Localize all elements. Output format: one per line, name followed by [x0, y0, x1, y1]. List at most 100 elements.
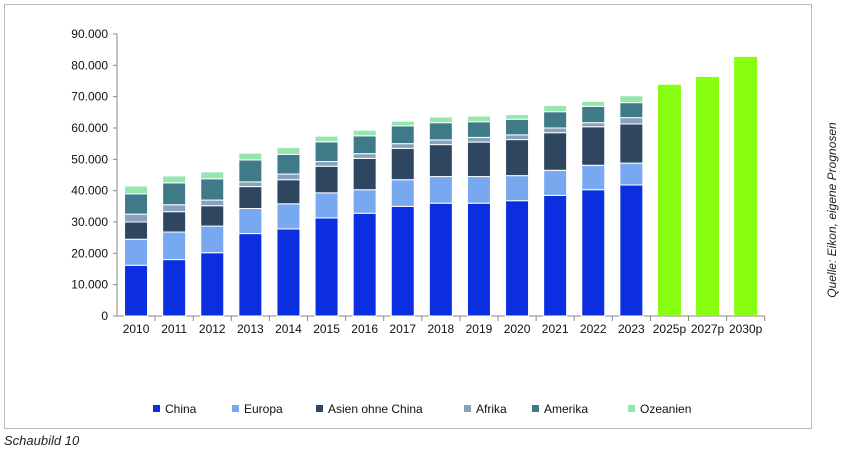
bar-segment-china: [428, 202, 453, 317]
bar-segment-ozeanien: [390, 120, 415, 127]
y-tick-label: 70.000: [71, 90, 108, 104]
x-tick-label: 2012: [199, 322, 226, 336]
bar-segment-europa: [124, 238, 149, 266]
y-tick-label: 80.000: [71, 58, 108, 72]
bar-segment-ozeanien: [581, 100, 606, 107]
bar-segment-amerika: [238, 159, 263, 183]
bar-segment-europa: [200, 225, 225, 254]
bar-segment-europa: [619, 162, 644, 186]
bar-segment-afrika: [162, 204, 187, 213]
legend-swatch: [628, 405, 635, 412]
x-tick-label: 2025p: [653, 322, 687, 336]
source-note: Quelle: Eikon, eigene Prognosen: [825, 122, 839, 298]
bar-segment-ozeanien: [200, 171, 225, 180]
x-tick-label: 2015: [313, 322, 340, 336]
x-tick-label: 2013: [237, 322, 264, 336]
x-tick-label: 2016: [351, 322, 378, 336]
bar-segment-afrika: [276, 173, 301, 181]
bar-segment-afrika: [124, 213, 149, 223]
bar-segment-amerika: [352, 135, 377, 155]
bar-segment-afrika: [238, 181, 263, 188]
legend-label: China: [165, 402, 197, 416]
bar-segment-europa: [238, 208, 263, 235]
bar-segment-europa: [466, 176, 491, 204]
bar-segment-china: [581, 189, 606, 317]
x-tick-label: 2027p: [691, 322, 725, 336]
bar-segment-amerika: [314, 141, 339, 163]
y-tick-label: 50.000: [71, 152, 108, 166]
bar-segment-ozeanien: [238, 152, 263, 161]
x-tick-label: 2022: [580, 322, 607, 336]
x-tick-label: 2018: [427, 322, 454, 336]
bar-segment-europa: [581, 164, 606, 191]
legend-label: Amerika: [544, 402, 588, 416]
bar-segment-afrika: [200, 199, 225, 207]
bar-segment-asien-ohne-china: [314, 165, 339, 194]
bar-segment-asien-ohne-china: [505, 139, 530, 177]
bar-segment-asien-ohne-china: [162, 211, 187, 233]
bar-segment-china: [619, 184, 644, 317]
bar-segment-asien-ohne-china: [466, 141, 491, 178]
bar-segment-ozeanien: [314, 135, 339, 143]
bar-segment-europa: [162, 231, 187, 261]
x-tick-label: 2011: [161, 322, 187, 336]
bar-segment-europa: [428, 176, 453, 204]
y-tick-label: 60.000: [71, 121, 108, 135]
legend-swatch: [464, 405, 471, 412]
bar-segment-china: [124, 264, 149, 317]
y-tick-label: 90.000: [71, 27, 108, 41]
x-tick-label: 2019: [466, 322, 493, 336]
bar-segment-afrika: [352, 153, 377, 159]
bar-segment-china: [162, 259, 187, 317]
bar-segment-europa: [314, 192, 339, 219]
legend-swatch: [532, 405, 539, 412]
y-tick-label: 20.000: [71, 246, 108, 260]
bar-segment-amerika: [581, 105, 606, 124]
x-tick-label: 2030p: [729, 322, 763, 336]
bar-segment-asien-ohne-china: [581, 126, 606, 166]
bar-segment-ozeanien: [619, 95, 644, 104]
bar-segment-europa: [543, 169, 568, 196]
x-tick-label: 2023: [618, 322, 645, 336]
forecast-bar: [696, 76, 720, 316]
bar-segment-afrika: [428, 139, 453, 146]
bar-segment-amerika: [162, 182, 187, 206]
bar-segment-afrika: [505, 134, 530, 141]
x-tick-label: 2014: [275, 322, 302, 336]
bar-segment-asien-ohne-china: [543, 132, 568, 171]
y-tick-label: 40.000: [71, 184, 108, 198]
y-tick-label: 30.000: [71, 215, 108, 229]
bar-segment-europa: [505, 175, 530, 202]
bar-segment-ozeanien: [428, 116, 453, 124]
bar-segment-europa: [390, 179, 415, 207]
y-tick-label: 10.000: [71, 278, 108, 292]
bar-segment-china: [276, 228, 301, 317]
legend-label: Ozeanien: [640, 402, 691, 416]
bar-segment-china: [543, 194, 568, 317]
bar-segment-ozeanien: [124, 185, 149, 195]
bar-segment-afrika: [314, 161, 339, 167]
legend-label: Afrika: [476, 402, 507, 416]
bar-segment-amerika: [619, 102, 644, 119]
bar-segment-amerika: [505, 118, 530, 136]
bar-segment-ozeanien: [276, 146, 301, 155]
bar-segment-afrika: [390, 143, 415, 149]
figure-caption: Schaubild 10: [4, 433, 80, 448]
legend-label: Asien ohne China: [328, 402, 423, 416]
bar-segment-amerika: [124, 193, 149, 215]
bar-segment-asien-ohne-china: [428, 144, 453, 178]
bar-segment-china: [200, 252, 225, 317]
y-tick-label: 0: [101, 309, 108, 323]
bar-segment-amerika: [543, 111, 568, 129]
bar-segment-ozeanien: [352, 129, 377, 137]
bar-segment-china: [238, 233, 263, 317]
bar-segment-europa: [352, 189, 377, 214]
bar-segment-ozeanien: [543, 104, 568, 113]
bar-segment-europa: [276, 203, 301, 230]
bar-segment-amerika: [390, 125, 415, 145]
bar-segment-amerika: [200, 178, 225, 201]
bar-segment-asien-ohne-china: [124, 221, 149, 240]
bar-segment-china: [314, 217, 339, 317]
